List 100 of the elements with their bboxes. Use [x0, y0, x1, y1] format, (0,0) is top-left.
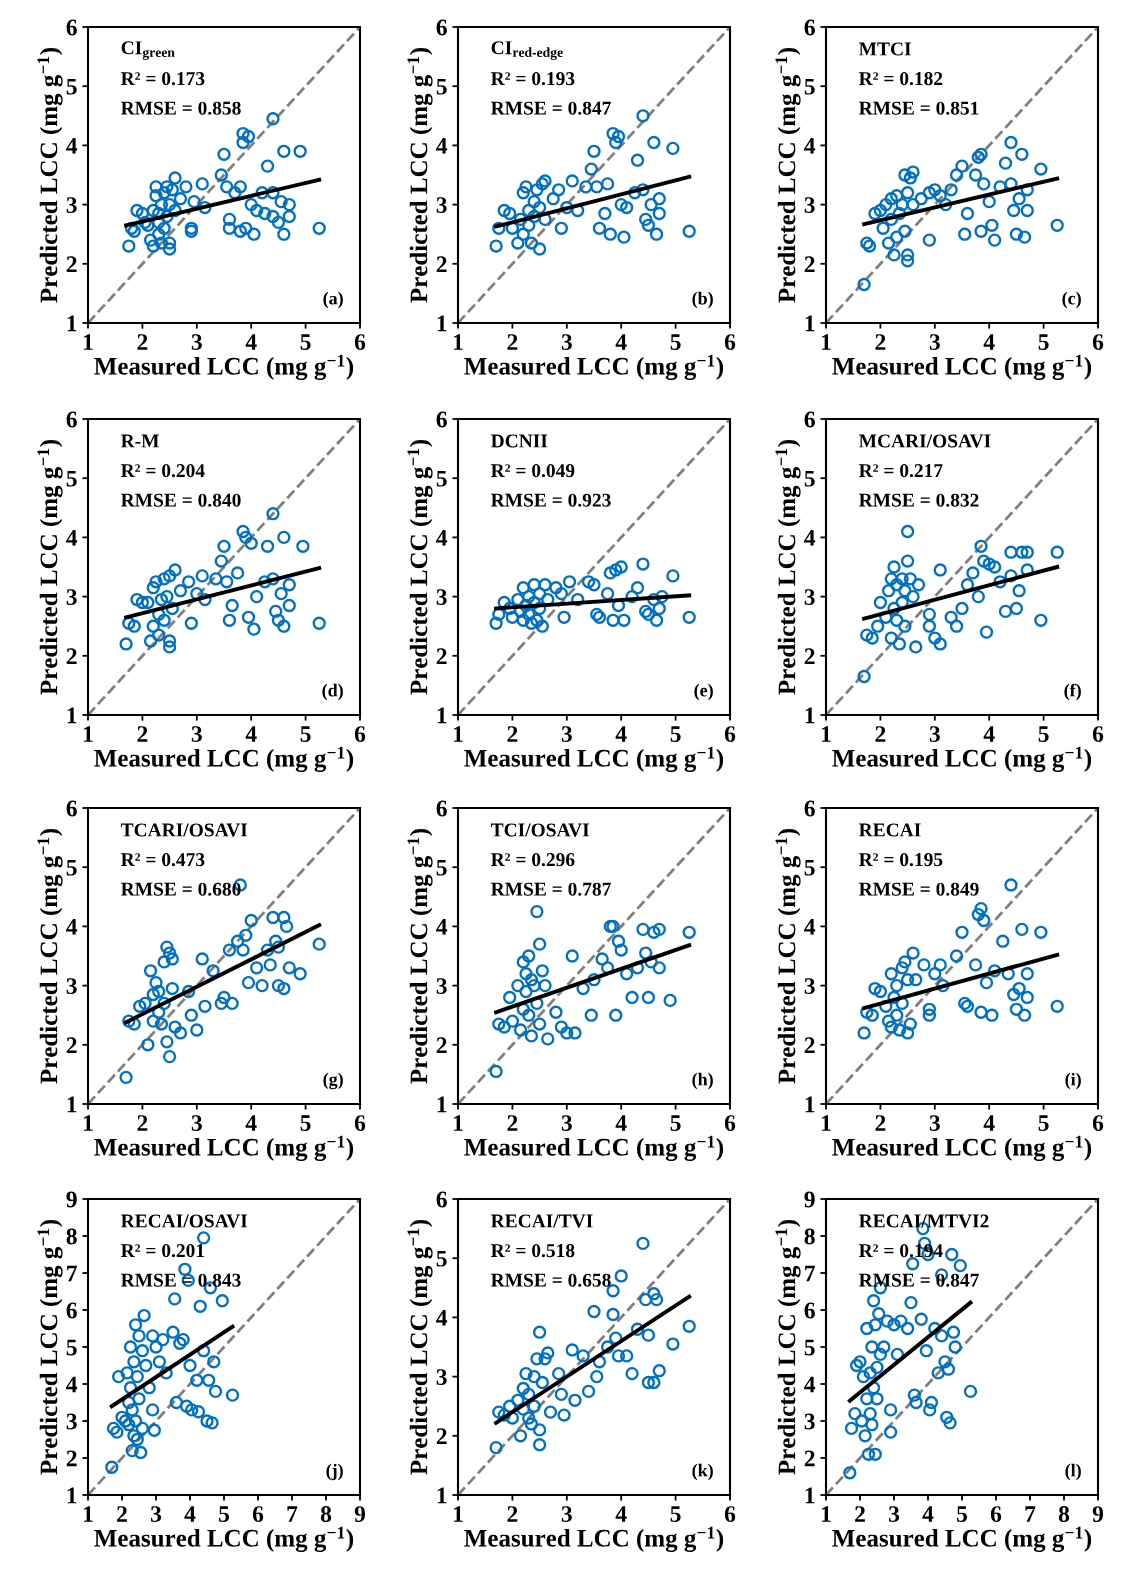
y-tick-label: 4	[66, 530, 78, 546]
annotation: (j)	[326, 1463, 343, 1481]
y-tick-label: 3	[436, 197, 447, 214]
x-tick-label: 6	[724, 334, 736, 351]
annotation: R² = 0.473	[120, 853, 205, 867]
y-tick-label: 4	[804, 138, 816, 154]
x-tick-label: 5	[300, 726, 311, 743]
y-axis-title: Predicted LCC (mg g$^{−1}$)	[407, 1219, 433, 1475]
x-axis-title: Measured LCC (mg g$^{−1}$)	[94, 1526, 354, 1552]
x-axis-title: Measured LCC (mg g$^{−1}$)	[464, 354, 724, 380]
x-tick-label: 2	[137, 726, 148, 742]
y-tick-label: 5	[804, 78, 815, 95]
y-tick-label: 5	[804, 1339, 815, 1356]
y-tick-label: 3	[66, 978, 77, 995]
x-axis-title: Measured LCC (mg g$^{−1}$)	[832, 746, 1092, 772]
x-tick-label: 3	[888, 1506, 900, 1523]
y-axis-title: Predicted LCC (mg g$^{−1}$)	[775, 47, 801, 303]
y-tick-label: 2	[66, 256, 77, 272]
annotation: R² = 0.518	[490, 1244, 575, 1258]
x-tick-label: 6	[252, 1506, 264, 1523]
annotation: RECAI/OSAVI	[120, 1214, 248, 1228]
annotation: (c)	[1062, 291, 1081, 309]
y-tick-label: 6	[804, 411, 815, 428]
x-tick-label: 3	[561, 726, 572, 743]
x-tick-label: 3	[929, 1115, 940, 1132]
x-tick-label: 3	[191, 334, 202, 351]
y-tick-label: 3	[436, 1369, 447, 1386]
annotation: (k)	[692, 1463, 713, 1481]
annotation: MTCI	[858, 42, 911, 56]
annotation: (l)	[1065, 1463, 1081, 1481]
x-tick-label: 4	[983, 726, 995, 742]
x-tick-label: 1	[83, 1115, 93, 1131]
annotation: TCI/OSAVI	[490, 823, 590, 837]
y-tick-label: 6	[804, 19, 815, 36]
y-tick-label: 1	[437, 1096, 447, 1113]
x-axis-title: Measured LCC (mg g$^{−1}$)	[94, 1135, 354, 1161]
annotation: TCARI/OSAVI	[120, 823, 248, 837]
y-tick-label: 2	[804, 648, 815, 664]
annotation: (g)	[323, 1072, 343, 1090]
x-tick-label: 4	[983, 1115, 995, 1131]
y-tick-label: 3	[804, 197, 815, 214]
x-tick-label: 2	[875, 1115, 886, 1131]
y-tick-label: 1	[805, 1096, 815, 1113]
y-tick-label: 1	[67, 707, 77, 724]
x-tick-label: 2	[855, 1506, 865, 1522]
y-tick-label: 1	[67, 315, 77, 332]
y-tick-label: 4	[436, 1310, 448, 1326]
y-tick-label: 6	[66, 411, 77, 428]
y-tick-label: 5	[436, 78, 447, 95]
y-tick-label: 5	[436, 1250, 447, 1267]
x-tick-label: 1	[821, 726, 831, 742]
annotation: CI$_{green}$	[121, 41, 175, 60]
y-tick-label: 8	[66, 1228, 77, 1245]
x-tick-label: 5	[1038, 334, 1049, 351]
x-tick-label: 5	[1038, 1115, 1049, 1132]
x-tick-label: 7	[1025, 1506, 1036, 1522]
y-tick-label: 2	[436, 1428, 447, 1444]
annotation: RECAI	[858, 823, 921, 837]
y-tick-label: 8	[804, 1228, 815, 1245]
y-tick-label: 4	[804, 919, 816, 935]
x-tick-label: 3	[150, 1506, 162, 1523]
annotation: R² = 0.173	[120, 72, 205, 86]
x-axis-title: Measured LCC (mg g$^{−1}$)	[464, 1526, 724, 1552]
y-axis-title: Predicted LCC (mg g$^{−1}$)	[775, 1219, 801, 1475]
y-tick-label: 7	[805, 1265, 816, 1282]
x-tick-label: 5	[670, 1506, 681, 1523]
y-tick-label: 6	[804, 1302, 815, 1319]
y-tick-label: 2	[804, 1037, 815, 1053]
annotation: RMSE = 0.847	[490, 101, 611, 115]
y-tick-label: 7	[67, 1265, 78, 1282]
x-tick-label: 5	[1038, 726, 1049, 743]
x-axis-title: Measured LCC (mg g$^{−1}$)	[832, 354, 1092, 380]
y-tick-label: 3	[436, 978, 447, 995]
annotation: R² = 0.195	[858, 853, 943, 867]
x-tick-label: 1	[453, 1506, 463, 1522]
y-tick-label: 3	[804, 978, 815, 995]
annotation: RMSE = 0.840	[120, 493, 241, 507]
y-tick-label: 2	[436, 256, 447, 272]
x-tick-label: 6	[1092, 726, 1104, 743]
x-axis-title: Measured LCC (mg g$^{−1}$)	[94, 746, 354, 772]
y-tick-label: 4	[436, 919, 448, 935]
annotation: RMSE = 0.787	[490, 882, 611, 896]
annotation: R² = 0.049	[490, 464, 575, 478]
y-tick-label: 9	[804, 1191, 815, 1208]
x-tick-label: 5	[670, 726, 681, 743]
x-tick-label: 5	[300, 1115, 311, 1132]
annotation: R² = 0.204	[120, 464, 205, 478]
x-tick-label: 1	[83, 1506, 93, 1522]
annotation: R² = 0.201	[120, 1244, 205, 1258]
x-tick-label: 2	[117, 1506, 127, 1522]
y-tick-label: 2	[66, 1037, 77, 1053]
y-tick-label: 6	[66, 1302, 77, 1319]
annotation: DCNII	[490, 434, 548, 448]
y-tick-label: 6	[436, 800, 447, 817]
annotation: (i)	[1065, 1072, 1081, 1090]
x-tick-label: 6	[354, 334, 366, 351]
x-tick-label: 2	[137, 334, 148, 350]
x-tick-label: 6	[724, 1506, 736, 1523]
x-tick-label: 6	[1092, 1115, 1104, 1132]
x-tick-label: 3	[929, 726, 940, 743]
